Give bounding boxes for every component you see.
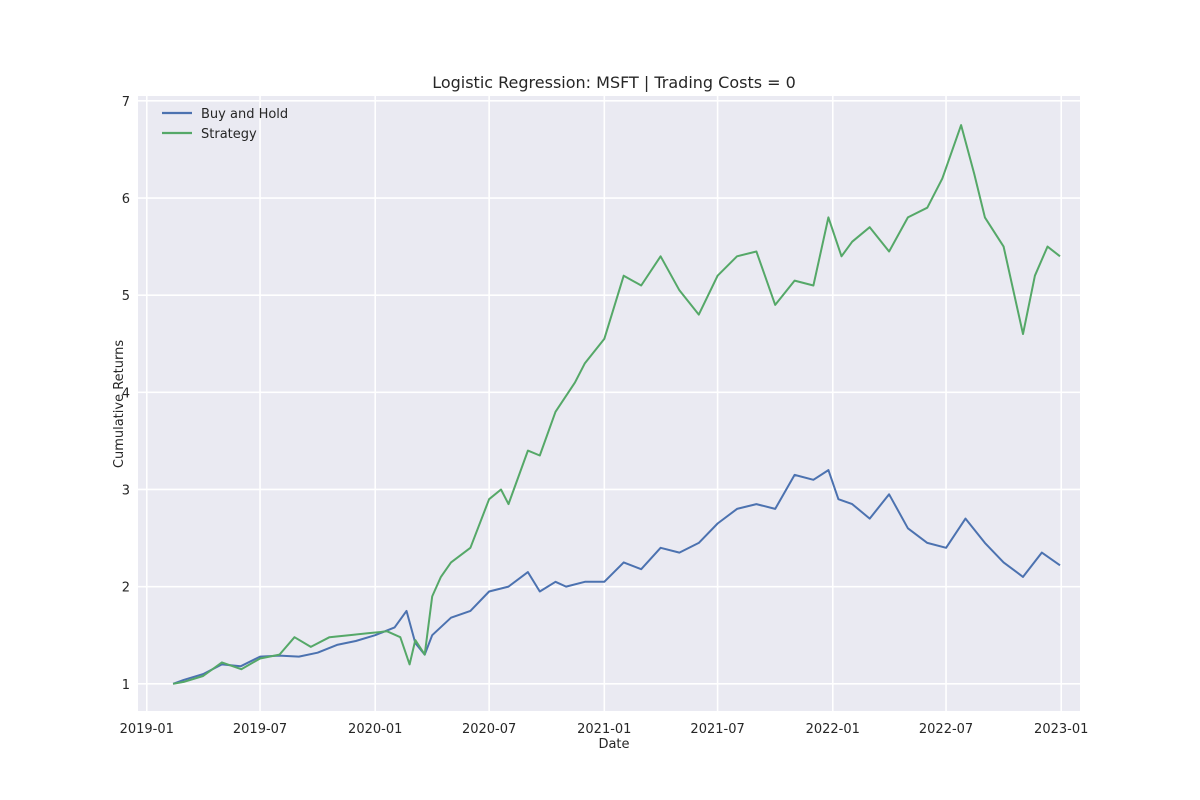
x-tick-label: 2022-07: [919, 722, 973, 737]
x-tick-label: 2021-01: [577, 722, 631, 737]
y-tick-label: 6: [122, 192, 130, 207]
chart-title: Logistic Regression: MSFT | Trading Cost…: [432, 73, 796, 92]
buy-and-hold-line: [172, 469, 1061, 685]
y-tick-label: 2: [122, 581, 130, 596]
y-tick-label: 3: [122, 483, 130, 498]
y-tick-label: 1: [122, 678, 130, 693]
y-tick-label: 7: [122, 95, 130, 110]
x-tick-label: 2019-07: [233, 722, 287, 737]
x-tick-label: 2022-01: [806, 722, 860, 737]
y-tick-label: 5: [122, 289, 130, 304]
y-tick-label: 4: [122, 386, 130, 401]
x-tick-label: 2020-07: [462, 722, 516, 737]
series-layer: [172, 124, 1061, 685]
legend: Buy and Hold Strategy: [162, 107, 288, 142]
y-axis-ticks: 1 2 3 4 5 6 7: [122, 95, 130, 693]
strategy-line: [172, 124, 1061, 685]
x-tick-label: 2021-07: [690, 722, 744, 737]
x-axis-label: Date: [598, 737, 629, 752]
y-axis-label: Cumulative Returns: [112, 340, 127, 468]
legend-label-buy-and-hold: Buy and Hold: [201, 107, 288, 122]
grid-lines: [138, 96, 1080, 711]
x-tick-label: 2020-01: [348, 722, 402, 737]
x-tick-label: 2019-01: [120, 722, 174, 737]
legend-label-strategy: Strategy: [201, 127, 257, 142]
plot-area: [138, 96, 1080, 711]
x-axis-ticks: 2019-01 2019-07 2020-01 2020-07 2021-01 2021-…: [120, 722, 1089, 737]
x-tick-label: 2023-01: [1034, 722, 1088, 737]
